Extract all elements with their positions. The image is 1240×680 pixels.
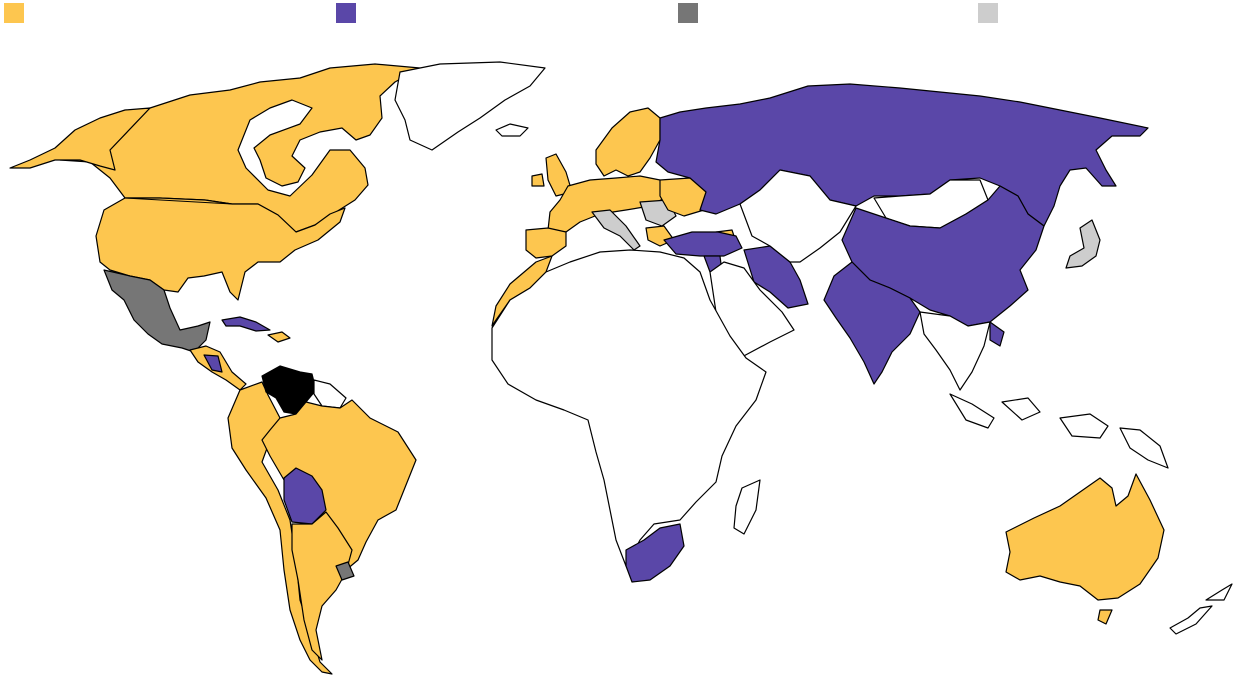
legend xyxy=(0,0,1240,34)
country-southern-cone[interactable] xyxy=(291,511,353,661)
country-turkey[interactable] xyxy=(663,231,743,257)
country-india[interactable] xyxy=(823,261,921,385)
country-scandinavia[interactable] xyxy=(595,107,661,177)
country-south-africa[interactable] xyxy=(625,523,685,583)
legend-item-yellow xyxy=(4,3,30,23)
country-nicaragua[interactable] xyxy=(203,354,223,373)
legend-swatch-darkgray xyxy=(678,3,698,23)
country-iceland[interactable] xyxy=(495,123,529,137)
country-new-zealand[interactable] xyxy=(1169,583,1233,635)
legend-item-darkgray xyxy=(678,3,704,23)
country-southeast-asia[interactable] xyxy=(919,311,991,391)
country-brazil[interactable] xyxy=(261,399,417,571)
country-indonesia-png[interactable] xyxy=(949,393,1169,469)
country-australia[interactable] xyxy=(1005,473,1165,601)
country-russia[interactable] xyxy=(655,83,1149,227)
country-hispaniola[interactable] xyxy=(267,331,291,343)
country-uruguay[interactable] xyxy=(335,561,355,581)
country-cuba[interactable] xyxy=(221,316,271,332)
country-mexico[interactable] xyxy=(103,269,211,353)
country-japan[interactable] xyxy=(1065,219,1101,269)
border-alaska xyxy=(109,107,151,151)
country-africa[interactable] xyxy=(491,249,767,567)
country-guianas[interactable] xyxy=(313,379,347,409)
country-iberia[interactable] xyxy=(525,227,567,259)
country-central-asia[interactable] xyxy=(739,169,857,263)
country-tasmania[interactable] xyxy=(1097,609,1113,625)
country-greenland[interactable] xyxy=(394,61,546,151)
country-madagascar[interactable] xyxy=(733,479,761,535)
legend-swatch-purple xyxy=(336,3,356,23)
country-western-europe[interactable] xyxy=(547,175,669,233)
legend-swatch-lightgray xyxy=(978,3,998,23)
border-us-canada xyxy=(124,197,233,205)
legend-swatch-yellow xyxy=(4,3,24,23)
country-bolivia[interactable] xyxy=(283,467,327,525)
legend-item-lightgray xyxy=(978,3,1004,23)
legend-item-purple xyxy=(336,3,362,23)
country-vietnam-laos[interactable] xyxy=(989,321,1005,347)
